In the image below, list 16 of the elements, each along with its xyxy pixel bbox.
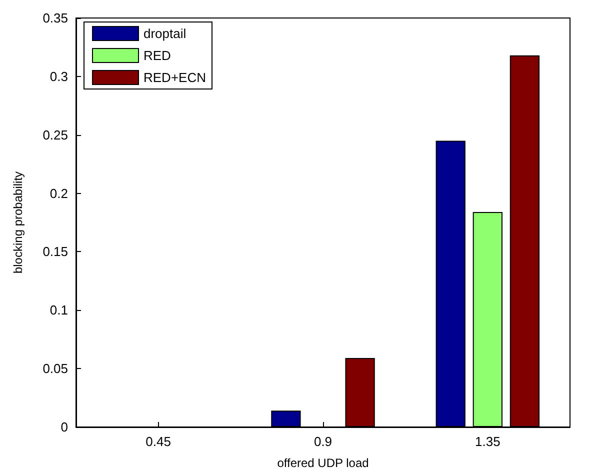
x-tick-label: 0.9: [314, 434, 332, 449]
y-tick-label: 0.05: [42, 361, 68, 376]
y-tick-label: 0.35: [42, 10, 68, 26]
x-tick-label: 0.45: [146, 434, 171, 449]
legend-label: RED+ECN: [144, 70, 206, 85]
legend-label: RED: [144, 48, 171, 63]
y-tick-label: 0.25: [42, 127, 68, 142]
y-tick-label: 0: [60, 420, 68, 434]
y-axis-title: blocking probability: [11, 171, 25, 274]
x-axis-title: offered UDP load: [277, 456, 369, 470]
y-tick-label: 0.1: [50, 302, 68, 318]
y-tick-label: 0.3: [50, 68, 68, 84]
x-tick-label: 1.35: [475, 434, 500, 449]
y-tick-label: 0.15: [42, 244, 68, 260]
y-tick-label: 0.2: [50, 186, 68, 201]
legend-label: droptail: [144, 26, 186, 41]
